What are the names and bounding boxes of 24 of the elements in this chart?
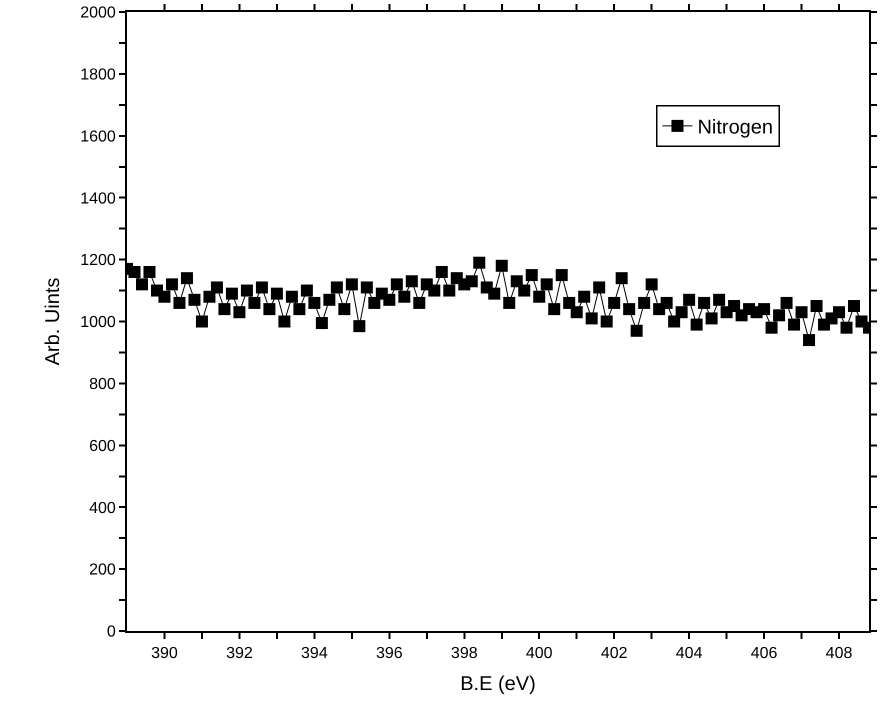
x-tick-label: 394 — [301, 645, 328, 662]
x-tick-label: 406 — [750, 645, 778, 662]
y-tick-label: 1600 — [80, 128, 116, 146]
y-tick-label: 2000 — [80, 4, 116, 22]
x-tick-label: 396 — [376, 645, 403, 662]
x-tick-label: 392 — [226, 645, 253, 662]
y-tick-label: 400 — [89, 500, 116, 517]
y-tick-label: 800 — [89, 376, 116, 393]
x-tick-label: 390 — [151, 645, 178, 662]
legend-label: Nitrogen — [697, 116, 774, 139]
y-tick-label: 0 — [106, 624, 116, 641]
x-axis-title: B.E (eV) — [460, 673, 536, 696]
y-tick-label: 1800 — [80, 66, 116, 84]
y-tick-label: 200 — [89, 562, 116, 579]
x-tick-label: 398 — [450, 645, 478, 662]
x-tick-label: 402 — [600, 645, 628, 662]
x-tick-label: 400 — [526, 645, 553, 662]
y-tick-label: 1000 — [80, 314, 116, 332]
y-tick-label: 600 — [89, 438, 116, 455]
y-tick-label: 1400 — [80, 190, 116, 208]
x-tick-label: 404 — [676, 645, 703, 662]
x-tick-label: 408 — [826, 645, 852, 662]
y-tick-label: 1200 — [80, 252, 116, 270]
y-axis-title: Arb. Uints — [42, 278, 64, 366]
